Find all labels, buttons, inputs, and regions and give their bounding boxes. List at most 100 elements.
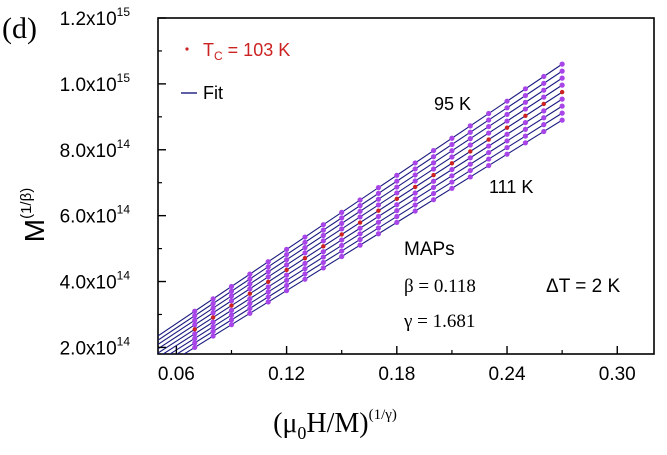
- data-point: [302, 239, 308, 245]
- data-point: [486, 130, 492, 136]
- data-point: [504, 105, 510, 111]
- data-point: [192, 344, 198, 351]
- beta-value: β = 0.118: [404, 276, 476, 297]
- data-point: [210, 310, 216, 316]
- data-point: [541, 94, 547, 100]
- data-point: [302, 250, 308, 256]
- data-point: [559, 75, 565, 81]
- data-point: [265, 284, 271, 290]
- data-point: [320, 265, 326, 271]
- data-point: [449, 135, 455, 141]
- y-tick-label: 4.0x1014: [60, 269, 131, 294]
- data-point: [375, 231, 382, 237]
- tc-point: [302, 255, 308, 261]
- data-point: [228, 322, 235, 328]
- data-point: [541, 80, 547, 86]
- data-point: [559, 82, 565, 88]
- label-95k: 95 K: [434, 94, 471, 114]
- data-point: [210, 296, 216, 302]
- legend: TC = 103 K Fit: [181, 40, 290, 103]
- data-point: [412, 166, 418, 172]
- data-point: [375, 213, 382, 220]
- data-point: [449, 141, 455, 148]
- data-point: [394, 219, 400, 225]
- data-point: [541, 108, 547, 114]
- data-point: [228, 298, 235, 304]
- data-point: [228, 312, 235, 318]
- delta-t-value: ΔT = 2 K: [546, 276, 620, 297]
- data-point: [283, 272, 290, 278]
- data-point: [430, 160, 437, 166]
- data-point: [541, 73, 547, 80]
- data-point: [504, 138, 510, 144]
- data-point: [192, 313, 198, 319]
- data-point: [541, 115, 547, 121]
- data-point: [467, 155, 473, 161]
- data-point: [247, 271, 253, 277]
- tc-point: [247, 291, 253, 296]
- data-point: [357, 236, 363, 243]
- label-111k: 111 K: [489, 177, 533, 197]
- data-point: [357, 208, 363, 214]
- legend-marker-tc: [185, 47, 189, 51]
- data-point: [228, 307, 235, 313]
- data-point: [247, 305, 253, 312]
- y-tick-label: 6.0x1014: [60, 203, 131, 228]
- data-point: [357, 197, 363, 203]
- data-point: [412, 196, 418, 202]
- x-tick-label: 0.18: [378, 364, 415, 385]
- data-point: [320, 254, 326, 260]
- material-label: MAPs: [404, 239, 455, 260]
- data-point: [339, 242, 345, 249]
- y-axis-title-sup: (1/β): [18, 188, 35, 219]
- tc-point: [192, 327, 197, 332]
- data-point: [486, 110, 492, 117]
- tc-point: [394, 196, 400, 202]
- tc-points: [192, 89, 565, 332]
- tc-point: [284, 267, 289, 273]
- data-point: [522, 86, 529, 92]
- x-tick-label: 0.06: [158, 364, 195, 385]
- x-axis-title-mid: H/M): [306, 408, 368, 439]
- data-point: [394, 172, 400, 178]
- data-point: [467, 142, 473, 148]
- data-point: [449, 185, 455, 191]
- data-point: [247, 296, 253, 302]
- tc-point: [412, 184, 418, 190]
- legend-tc-post: = 103 K: [223, 40, 291, 60]
- y-tick-label: 8.0x1014: [60, 137, 131, 162]
- data-point: [449, 166, 455, 173]
- tc-point: [449, 161, 455, 166]
- data-point: [522, 140, 529, 146]
- data-point: [228, 317, 235, 323]
- data-point: [486, 156, 492, 162]
- data-point: [320, 227, 326, 233]
- x-tick-label: 0.24: [489, 364, 526, 385]
- data-point: [486, 123, 492, 130]
- y-ticks: 2.0x1014 4.0x1014 6.0x1014 8.0x1014 1.0x1015…: [60, 5, 166, 359]
- data-point: [302, 260, 308, 267]
- data-point: [522, 133, 529, 139]
- data-point: [559, 110, 565, 116]
- data-point: [265, 274, 271, 280]
- tc-point: [357, 220, 363, 225]
- data-point: [283, 282, 290, 289]
- data-point: [210, 333, 216, 339]
- tc-point: [321, 244, 326, 249]
- data-point: [247, 276, 253, 282]
- data-point: [192, 308, 198, 314]
- data-point: [302, 245, 308, 251]
- x-axis-title: (μ0H/M)(1/γ): [273, 407, 397, 443]
- data-point: [559, 117, 565, 123]
- data-point: [192, 331, 198, 337]
- data-point: [504, 131, 510, 137]
- legend-tc-sub: C: [214, 49, 223, 63]
- data-point: [486, 143, 492, 149]
- data-point: [320, 238, 326, 244]
- data-point: [228, 288, 235, 294]
- data-point: [339, 215, 345, 221]
- legend-tc-pre: T: [203, 40, 214, 60]
- data-point: [559, 61, 565, 67]
- data-point: [320, 259, 326, 266]
